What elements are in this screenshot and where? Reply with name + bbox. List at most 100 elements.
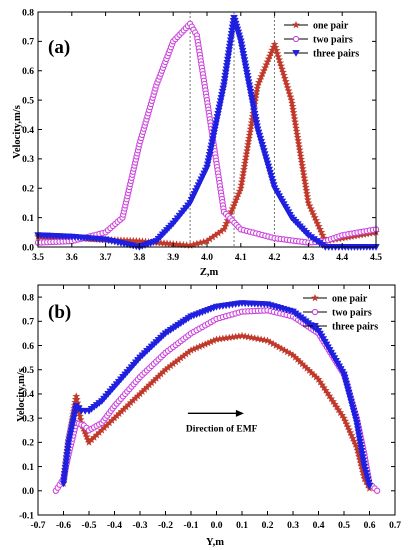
y-tick-label: 0.1 xyxy=(22,463,34,473)
y-tick-label: 0.0 xyxy=(22,243,34,253)
series-marker xyxy=(346,428,355,437)
x-tick-label: 4.3 xyxy=(302,253,314,263)
x-tick-label: 0.4 xyxy=(313,521,325,531)
panel-b-x-axis-title: Y,m xyxy=(206,537,224,548)
x-tick-label: 0.5 xyxy=(338,521,350,531)
series-marker xyxy=(246,127,254,136)
series-marker xyxy=(240,159,249,167)
series-three-pairs xyxy=(59,300,374,490)
y-tick-label: 0.4 xyxy=(22,126,34,136)
panel-b-y-ticks: -0.1 0.0 0.1 0.2 0.3 0.4 0.5 0.6 0.7 0.8 xyxy=(19,293,395,521)
panel-b-series-group xyxy=(52,300,381,494)
panel-b-x-ticks: -0.7 -0.6 -0.5 -0.4 -0.3 -0.2 -0.1 0.0 0.1 0.2 0.3… xyxy=(30,285,401,531)
legend-marker xyxy=(292,20,300,29)
legend-marker xyxy=(292,50,300,57)
series-marker xyxy=(309,210,318,219)
x-tick-label: 3.7 xyxy=(100,253,112,263)
y-tick-label: 0.6 xyxy=(22,342,34,352)
series-one-pair xyxy=(34,40,380,249)
y-tick-label: 0.5 xyxy=(22,366,34,376)
legend-item: one pair xyxy=(284,21,349,32)
series-marker xyxy=(317,228,326,236)
series-marker xyxy=(342,419,351,428)
series-marker xyxy=(240,162,249,170)
series-marker xyxy=(316,225,325,233)
arrow-head-icon xyxy=(235,409,244,417)
legend-marker xyxy=(311,308,319,316)
x-tick-label: -0.6 xyxy=(56,521,71,531)
panel-b-annotation: Direction of EMF xyxy=(186,409,258,434)
panel-a-y-axis-title: Velocity,m/s xyxy=(12,105,23,159)
series-marker xyxy=(242,146,251,155)
series-marker xyxy=(347,431,356,439)
series-marker xyxy=(238,174,247,183)
series-marker xyxy=(308,207,317,216)
series-marker xyxy=(239,165,248,173)
y-tick-label: -0.1 xyxy=(19,511,34,521)
legend-item: one pair xyxy=(303,294,368,305)
y-tick-label: 0.8 xyxy=(22,293,34,303)
series-three-pairs xyxy=(34,14,380,251)
legend-label: two pairs xyxy=(332,308,372,319)
y-tick-label: 0.6 xyxy=(22,67,34,77)
x-tick-label: -0.7 xyxy=(30,521,45,531)
panel-b-legend: one pair two pairs three pairs xyxy=(303,294,378,333)
x-tick-label: 3.5 xyxy=(32,253,44,263)
legend-marker xyxy=(311,323,319,330)
series-marker xyxy=(246,124,255,133)
panel-b-y-axis-title: Velocity,m/s xyxy=(16,368,27,422)
legend-item: two pairs xyxy=(284,35,353,46)
series-marker xyxy=(307,204,315,213)
panel-a: 3.5 3.6 3.7 3.8 3.9 4.0 4.1 4.2 4.3 4.4 4.5 0.0 0.1… xyxy=(12,8,382,278)
direction-of-emf-label: Direction of EMF xyxy=(186,424,258,434)
series-marker xyxy=(373,487,381,494)
x-tick-label: -0.5 xyxy=(81,521,96,531)
series-marker xyxy=(345,425,354,434)
panel-a-x-axis-title: Z,m xyxy=(200,267,219,278)
legend-label: two pairs xyxy=(313,35,353,46)
series-marker xyxy=(304,198,313,207)
x-tick-label: 0.1 xyxy=(236,521,248,531)
x-tick-label: 0.6 xyxy=(364,521,376,531)
panel-a-y-ticks: 0.0 0.1 0.2 0.3 0.4 0.5 0.6 0.7 0.8 xyxy=(22,8,376,253)
series-marker xyxy=(341,416,350,425)
series-marker xyxy=(318,231,327,239)
x-tick-label: 0.0 xyxy=(211,521,223,531)
y-tick-label: 0.2 xyxy=(22,439,34,449)
series-marker xyxy=(241,156,250,164)
x-tick-label: 0.3 xyxy=(287,521,299,531)
series-marker xyxy=(312,216,321,224)
x-tick-label: 4.0 xyxy=(201,253,213,263)
series-marker xyxy=(365,482,374,490)
series-marker xyxy=(340,413,348,422)
x-tick-label: 3.8 xyxy=(133,253,145,263)
series-marker xyxy=(305,201,314,210)
y-tick-label: 0.8 xyxy=(22,8,34,18)
panel-a-series-group xyxy=(34,14,380,251)
series-marker xyxy=(313,219,322,227)
series-marker xyxy=(253,84,262,92)
series-marker xyxy=(243,143,252,152)
legend-label: three pairs xyxy=(332,322,378,333)
y-tick-label: 0.0 xyxy=(22,487,34,497)
x-tick-label: 3.9 xyxy=(167,253,179,263)
y-tick-label: 0.2 xyxy=(22,185,34,195)
series-marker xyxy=(238,171,247,180)
series-marker xyxy=(237,177,246,186)
x-tick-label: 4.4 xyxy=(336,253,348,263)
y-tick-label: 0.7 xyxy=(22,38,34,48)
legend-item: two pairs xyxy=(303,308,372,319)
legend-label: three pairs xyxy=(313,49,359,60)
series-marker xyxy=(310,213,319,222)
legend-label: one pair xyxy=(313,21,349,32)
panel-a-x-ticks: 3.5 3.6 3.7 3.8 3.9 4.0 4.1 4.2 4.3 4.4 4.5 xyxy=(32,12,382,263)
panel-a-plot-frame xyxy=(37,11,377,248)
series-marker xyxy=(244,140,252,149)
series-marker xyxy=(343,422,352,431)
x-tick-label: 0.7 xyxy=(389,521,401,531)
y-tick-label: 0.7 xyxy=(22,318,34,328)
series-marker xyxy=(242,149,251,158)
legend-marker xyxy=(292,35,300,43)
x-tick-label: 4.2 xyxy=(269,253,281,263)
